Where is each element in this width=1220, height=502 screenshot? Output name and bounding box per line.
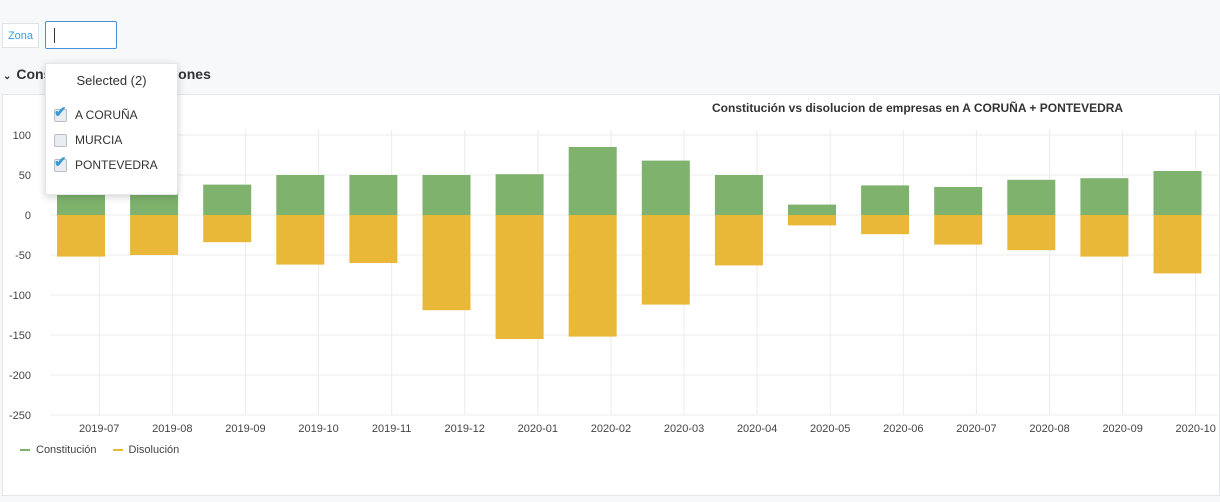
check-icon: ✔ — [54, 153, 67, 171]
bar-disolucion — [130, 215, 179, 255]
y-tick-label: 100 — [13, 130, 31, 142]
legend-swatch-constitucion — [20, 449, 30, 451]
x-tick-label: 2020-02 — [591, 423, 631, 435]
bar-disolucion — [861, 215, 910, 235]
bar-constitucion — [1007, 179, 1056, 215]
chevron-down-icon[interactable]: ⌄ — [3, 71, 12, 82]
x-tick-label: 2019-09 — [225, 423, 265, 435]
y-tick-label: 0 — [25, 210, 31, 222]
bar-constitucion — [203, 184, 252, 215]
bar-disolucion — [203, 215, 252, 243]
bar-constitucion — [349, 175, 398, 215]
x-tick-label: 2020-06 — [883, 423, 923, 435]
bar-constitucion — [861, 185, 910, 215]
y-tick-label: -250 — [9, 410, 31, 422]
bar-disolucion — [641, 215, 690, 305]
check-icon: ✔ — [54, 103, 67, 121]
chart-title: Constitución vs disolucion de empresas e… — [712, 101, 1124, 115]
bar-constitucion — [788, 204, 836, 215]
x-tick-label: 2019-12 — [445, 423, 485, 435]
x-tick-label: 2019-07 — [79, 423, 119, 435]
x-tick-label: 2020-08 — [1029, 423, 1069, 435]
bar-disolucion — [568, 215, 617, 337]
bar-constitucion — [495, 174, 544, 215]
bar-constitucion — [1153, 171, 1202, 215]
bar-constitucion — [641, 160, 690, 215]
x-tick-label: 2020-04 — [737, 423, 777, 435]
dropdown-option-a-coruna[interactable]: ✔ A CORUÑA — [54, 105, 138, 122]
y-tick-label: -50 — [15, 250, 31, 262]
bar-constitucion — [568, 147, 617, 215]
bar-disolucion — [57, 215, 105, 257]
chart-legend: Constitución Disolución — [20, 444, 179, 456]
option-label: MURCIA — [75, 133, 123, 147]
legend-swatch-disolucion — [112, 449, 123, 451]
x-tick-label: 2020-03 — [664, 423, 704, 435]
zona-filter-label[interactable]: Zona — [2, 23, 39, 48]
y-tick-label: -200 — [9, 370, 31, 382]
bar-disolucion — [1007, 215, 1056, 251]
x-tick-label: 2020-01 — [518, 423, 558, 435]
x-tick-label: 2020-10 — [1176, 423, 1216, 435]
dropdown-option-pontevedra[interactable]: ✔ PONTEVEDRA — [54, 155, 158, 172]
option-label: PONTEVEDRA — [75, 158, 158, 172]
x-tick-label: 2019-08 — [152, 423, 192, 435]
dropdown-option-murcia[interactable]: MURCIA — [54, 133, 122, 147]
y-tick-label: 50 — [19, 170, 31, 182]
bar-disolucion — [934, 215, 983, 245]
bar-disolucion — [495, 215, 544, 339]
bar-constitucion — [934, 187, 983, 215]
option-label: A CORUÑA — [75, 108, 138, 122]
checkbox[interactable] — [54, 133, 67, 147]
checkbox[interactable]: ✔ — [54, 155, 67, 172]
legend-item-disolucion[interactable]: Disolución — [112, 444, 180, 456]
zona-filter-input[interactable] — [45, 21, 117, 49]
bar-disolucion — [422, 215, 471, 311]
bar-disolucion — [1153, 215, 1202, 274]
bar-constitucion — [714, 175, 763, 215]
legend-item-constitucion[interactable]: Constitución — [20, 444, 97, 456]
bar-disolucion — [714, 215, 763, 266]
y-tick-label: -150 — [9, 330, 31, 342]
x-tick-label: 2019-10 — [298, 423, 338, 435]
bar-constitucion — [1080, 178, 1129, 215]
legend-label: Constitución — [36, 444, 97, 456]
zona-dropdown: Selected (2) ✔ A CORUÑA MURCIA ✔ PONTEVE… — [45, 63, 178, 195]
y-tick-label: -100 — [9, 290, 31, 302]
text-cursor — [54, 28, 55, 43]
bar-disolucion — [788, 215, 836, 226]
bar-constitucion — [422, 175, 471, 215]
legend-label: Disolución — [128, 444, 180, 456]
bar-disolucion — [276, 215, 325, 265]
bar-disolucion — [1080, 215, 1129, 257]
bar-disolucion — [349, 215, 398, 263]
checkbox[interactable]: ✔ — [54, 105, 67, 122]
dropdown-header[interactable]: Selected (2) — [76, 73, 147, 88]
bar-constitucion — [276, 175, 325, 215]
x-tick-label: 2020-09 — [1102, 423, 1142, 435]
x-tick-label: 2020-07 — [956, 423, 996, 435]
x-tick-label: 2020-05 — [810, 423, 850, 435]
x-tick-label: 2019-11 — [372, 423, 412, 435]
